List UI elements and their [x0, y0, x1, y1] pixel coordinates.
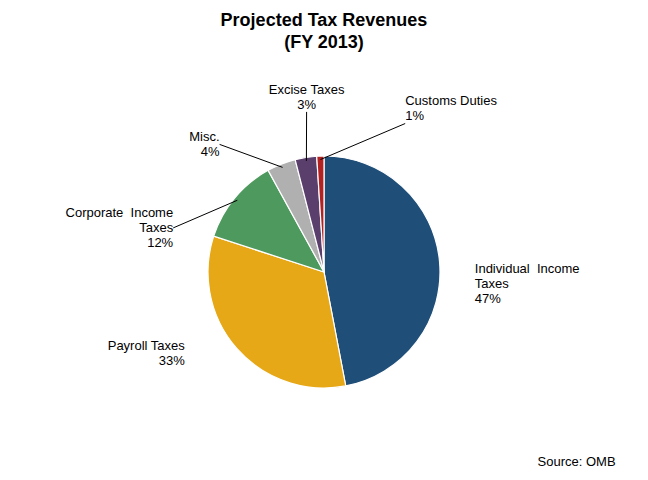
leader-line — [320, 124, 405, 160]
pie-slice — [317, 156, 324, 272]
slice-label-line: Taxes — [139, 220, 173, 235]
slice-label: Misc.4% — [189, 129, 220, 159]
pie — [208, 156, 440, 388]
slice-label-line: Misc. — [189, 129, 219, 144]
slice-labels: Individual IncomeTaxes47%Payroll Taxes33… — [66, 82, 580, 369]
leader-line — [306, 112, 307, 161]
slice-label-line: Payroll Taxes — [108, 338, 186, 353]
title-line: Projected Tax Revenues — [221, 10, 428, 30]
slice-label: Payroll Taxes33% — [108, 338, 186, 368]
slice-label: Excise Taxes3% — [269, 82, 345, 112]
slice-label-line: Corporate Income — [66, 205, 174, 220]
slice-label-line: Excise Taxes — [269, 82, 345, 97]
slice-label: Customs Duties1% — [405, 93, 497, 123]
slice-label-line: 4% — [201, 144, 220, 159]
pie-slice — [295, 156, 324, 272]
slice-label: Corporate IncomeTaxes12% — [66, 205, 174, 250]
title-line: (FY 2013) — [284, 32, 364, 52]
slice-label-line: Taxes — [475, 276, 509, 291]
chart: Projected Tax Revenues(FY 2013) Individua… — [0, 0, 648, 480]
title: Projected Tax Revenues(FY 2013) — [221, 10, 428, 52]
slice-label-line: 12% — [147, 235, 173, 250]
source-note: Source: OMB — [538, 454, 616, 469]
slice-label-line: 3% — [297, 97, 316, 112]
slice-label-line: Customs Duties — [405, 93, 497, 108]
slice-label-line: 47% — [475, 291, 501, 306]
leader-line — [173, 200, 237, 228]
slice-label: Individual IncomeTaxes47% — [475, 261, 580, 306]
slice-label-line: 33% — [159, 353, 185, 368]
pie-slice — [208, 236, 346, 388]
leader-line — [220, 144, 283, 167]
pie-slice — [324, 156, 440, 386]
slice-label-line: Individual Income — [475, 261, 580, 276]
slice-label-line: 1% — [405, 108, 424, 123]
